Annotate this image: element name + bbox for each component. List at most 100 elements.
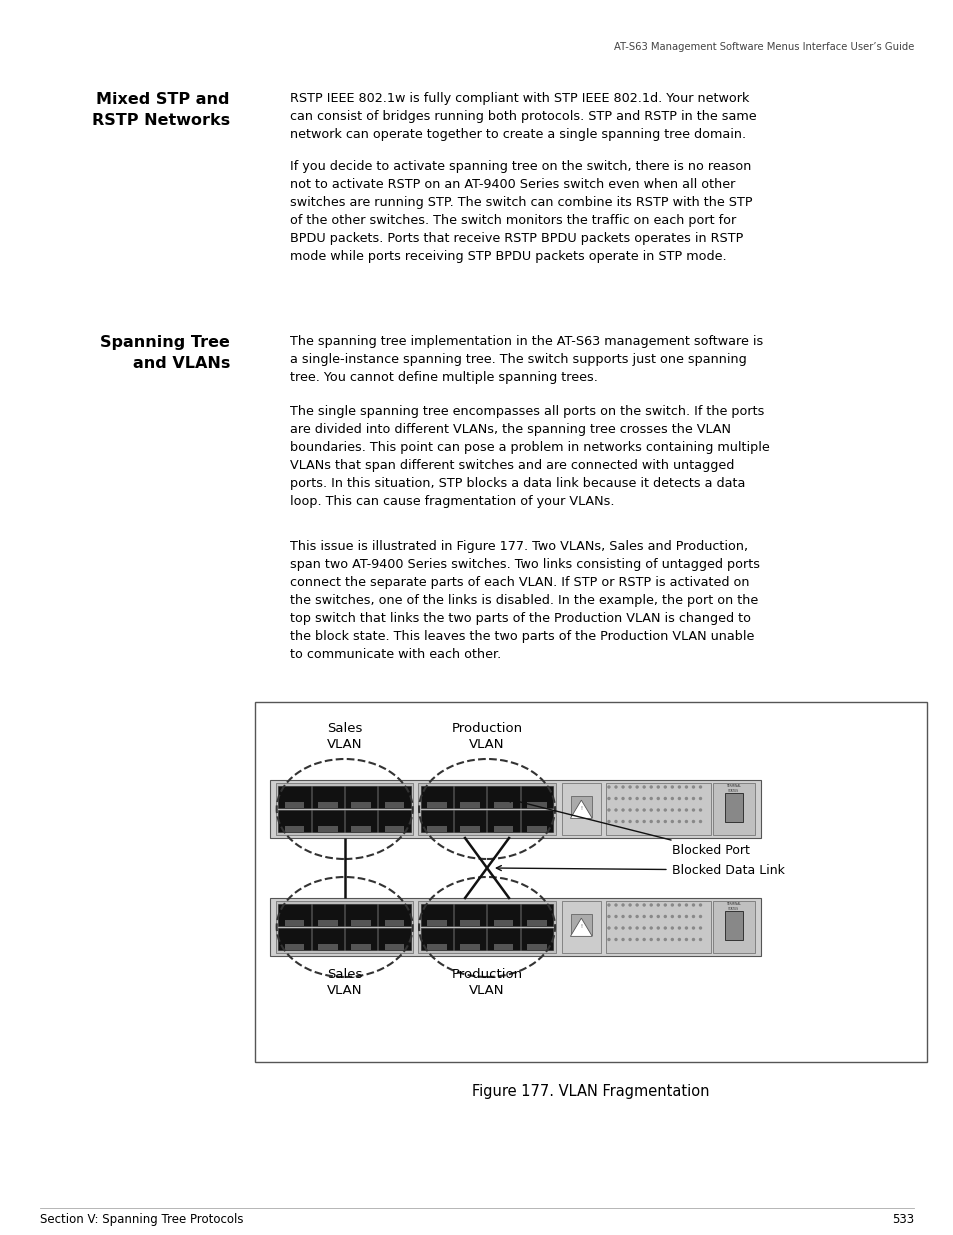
Bar <box>420 927 453 950</box>
Circle shape <box>657 939 659 941</box>
Circle shape <box>699 809 700 811</box>
Bar <box>317 945 337 950</box>
Circle shape <box>607 820 609 823</box>
Bar <box>494 945 513 950</box>
Bar <box>345 904 377 926</box>
Bar <box>520 785 553 808</box>
Text: Sales: Sales <box>327 968 362 981</box>
Text: !: ! <box>579 924 581 929</box>
Circle shape <box>699 915 700 918</box>
Bar <box>460 945 479 950</box>
Circle shape <box>678 904 679 906</box>
Bar <box>460 803 479 808</box>
Bar <box>312 809 344 832</box>
Circle shape <box>684 904 687 906</box>
Circle shape <box>684 939 687 941</box>
Bar <box>270 898 760 956</box>
Text: !: ! <box>579 806 581 811</box>
Bar <box>384 945 404 950</box>
Circle shape <box>671 939 673 941</box>
Text: Figure 177. VLAN Fragmentation: Figure 177. VLAN Fragmentation <box>472 1084 709 1099</box>
Bar <box>278 809 311 832</box>
Bar <box>312 927 344 950</box>
Bar <box>561 783 600 835</box>
Circle shape <box>615 798 617 799</box>
Text: AT-S63 Management Software Menus Interface User’s Guide: AT-S63 Management Software Menus Interfa… <box>613 42 913 52</box>
Text: VLAN: VLAN <box>327 739 362 751</box>
Circle shape <box>642 927 644 929</box>
Bar <box>487 785 519 808</box>
Bar <box>723 793 741 823</box>
Text: The spanning tree implementation in the AT-S63 management software is
a single-i: The spanning tree implementation in the … <box>290 335 762 384</box>
Circle shape <box>657 809 659 811</box>
Text: VLAN: VLAN <box>327 984 362 997</box>
Circle shape <box>607 785 609 788</box>
Bar <box>454 904 486 926</box>
Circle shape <box>642 798 644 799</box>
Circle shape <box>642 820 644 823</box>
Circle shape <box>650 939 652 941</box>
Text: The single spanning tree encompasses all ports on the switch. If the ports
are d: The single spanning tree encompasses all… <box>290 405 769 508</box>
Bar <box>487 809 519 832</box>
Circle shape <box>657 927 659 929</box>
Text: If you decide to activate spanning tree on the switch, there is no reason
not to: If you decide to activate spanning tree … <box>290 161 752 263</box>
Circle shape <box>663 939 665 941</box>
Bar <box>284 826 304 832</box>
Bar <box>712 902 754 953</box>
Circle shape <box>636 939 638 941</box>
Bar <box>278 785 311 808</box>
Circle shape <box>615 915 617 918</box>
Circle shape <box>663 785 665 788</box>
Bar <box>270 781 760 839</box>
Circle shape <box>699 927 700 929</box>
Bar <box>384 920 404 926</box>
Text: Sales: Sales <box>327 722 362 735</box>
Bar <box>378 927 410 950</box>
Bar <box>427 920 446 926</box>
Bar <box>520 809 553 832</box>
Circle shape <box>678 809 679 811</box>
Circle shape <box>663 809 665 811</box>
Bar <box>312 785 344 808</box>
Bar <box>460 826 479 832</box>
Bar <box>454 927 486 950</box>
Bar <box>278 904 311 926</box>
Circle shape <box>636 820 638 823</box>
Circle shape <box>642 939 644 941</box>
Bar <box>351 826 371 832</box>
Circle shape <box>642 904 644 906</box>
Circle shape <box>650 927 652 929</box>
Bar <box>527 920 546 926</box>
Circle shape <box>615 809 617 811</box>
Circle shape <box>615 820 617 823</box>
Circle shape <box>699 798 700 799</box>
Circle shape <box>650 798 652 799</box>
Circle shape <box>699 785 700 788</box>
Text: TERMINAL
STATUS: TERMINAL STATUS <box>725 784 740 793</box>
Circle shape <box>671 927 673 929</box>
Circle shape <box>636 809 638 811</box>
Circle shape <box>650 915 652 918</box>
Text: VLAN: VLAN <box>469 984 504 997</box>
Bar <box>284 945 304 950</box>
Bar <box>345 785 377 808</box>
Bar <box>418 902 556 953</box>
Circle shape <box>615 785 617 788</box>
Circle shape <box>636 904 638 906</box>
Circle shape <box>678 939 679 941</box>
Circle shape <box>642 915 644 918</box>
Circle shape <box>650 820 652 823</box>
Bar <box>317 920 337 926</box>
Circle shape <box>678 927 679 929</box>
Bar <box>284 803 304 808</box>
Circle shape <box>621 809 623 811</box>
Bar <box>345 927 377 950</box>
Bar <box>378 809 410 832</box>
Text: TERMINAL
STATUS: TERMINAL STATUS <box>725 902 740 910</box>
Bar <box>378 785 410 808</box>
Text: Blocked Port: Blocked Port <box>506 798 749 857</box>
Text: Production: Production <box>451 722 522 735</box>
Circle shape <box>628 820 631 823</box>
Circle shape <box>671 809 673 811</box>
Circle shape <box>663 798 665 799</box>
